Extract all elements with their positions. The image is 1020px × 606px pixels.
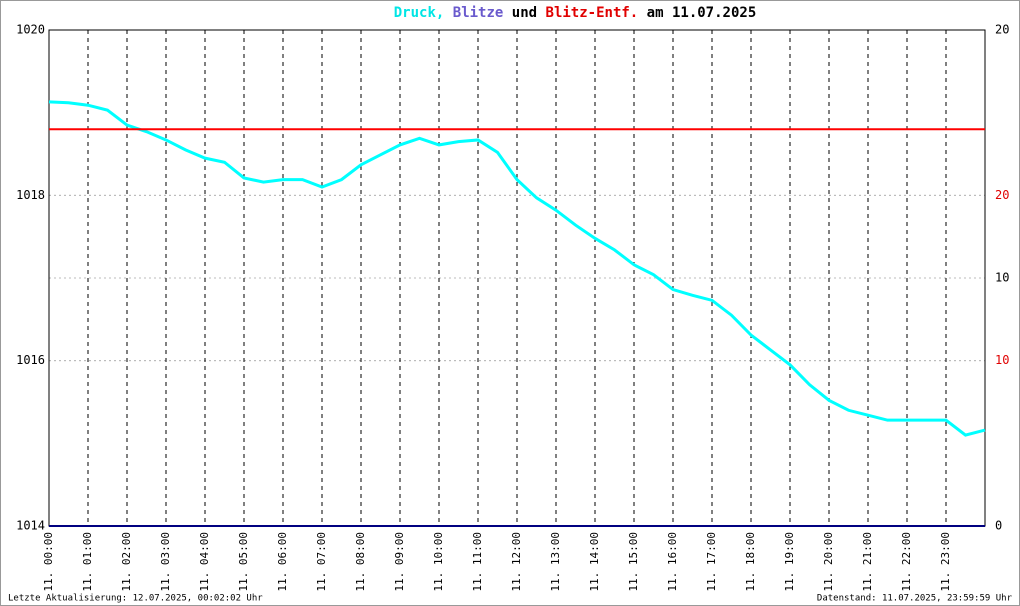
x-tick-label: 11. 10:00 xyxy=(432,532,445,592)
title-part: Druck, xyxy=(394,5,445,21)
y-tick-label: 1014 xyxy=(16,519,45,533)
x-tick-label: 11. 21:00 xyxy=(861,532,874,592)
x-tick-label: 11. 12:00 xyxy=(510,532,523,592)
y2-tick-label: 20 xyxy=(995,23,1009,37)
x-tick-label: 11. 14:00 xyxy=(588,532,601,592)
x-tick-label: 11. 13:00 xyxy=(549,532,562,592)
x-tick-label: 11. 17:00 xyxy=(705,532,718,592)
y3-tick-label: 10 xyxy=(995,353,1009,367)
x-tick-label: 11. 07:00 xyxy=(315,532,328,592)
x-tick-label: 11. 09:00 xyxy=(393,532,406,592)
y2-tick-label: 0 xyxy=(995,519,1002,533)
y-tick-label: 1018 xyxy=(16,188,45,202)
x-tick-label: 11. 06:00 xyxy=(276,532,289,592)
x-tick-label: 11. 20:00 xyxy=(822,532,835,592)
x-tick-label: 11. 18:00 xyxy=(744,532,757,592)
y2-tick-label: 10 xyxy=(995,271,1009,285)
chart-title: Druck, Blitze und Blitz-Entf. am 11.07.2… xyxy=(394,5,757,21)
x-tick-label: 11. 02:00 xyxy=(120,532,133,592)
title-part: Blitze xyxy=(453,5,504,21)
x-tick-label: 11. 08:00 xyxy=(354,532,367,592)
x-tick-label: 11. 22:00 xyxy=(900,532,913,592)
y3-tick-label: 20 xyxy=(995,188,1009,202)
series-line xyxy=(48,100,986,437)
x-tick-label: 11. 04:00 xyxy=(198,532,211,592)
x-tick-label: 11. 16:00 xyxy=(666,532,679,592)
y-tick-label: 1016 xyxy=(16,353,45,367)
title-part: Blitz-Entf. xyxy=(546,5,639,21)
x-tick-label: 11. 05:00 xyxy=(237,532,250,592)
title-part: am 11.07.2025 xyxy=(647,5,757,21)
footer-right: Datenstand: 11.07.2025, 23:59:59 Uhr xyxy=(817,594,1013,604)
x-tick-label: 11. 00:00 xyxy=(42,532,55,592)
x-tick-label: 11. 01:00 xyxy=(81,532,94,592)
x-tick-label: 11. 15:00 xyxy=(627,532,640,592)
x-tick-label: 11. 23:00 xyxy=(939,532,952,592)
x-tick-label: 11. 03:00 xyxy=(159,532,172,592)
y-tick-label: 1020 xyxy=(16,23,45,37)
title-part: und xyxy=(512,5,537,21)
x-tick-label: 11. 19:00 xyxy=(783,532,796,592)
x-tick-label: 11. 11:00 xyxy=(471,532,484,592)
footer-left: Letzte Aktualisierung: 12.07.2025, 00:02… xyxy=(8,594,263,604)
